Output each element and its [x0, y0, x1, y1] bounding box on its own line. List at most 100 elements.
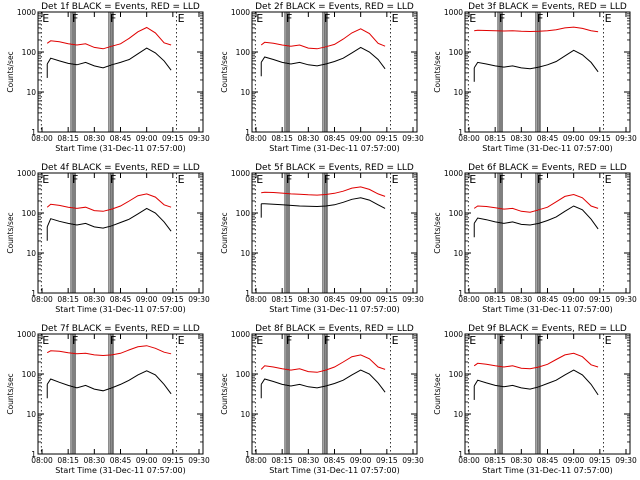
plot-frame [251, 333, 418, 455]
x-tick-label: 09:15 [376, 456, 398, 465]
y-tick-label: 10 [240, 88, 250, 97]
x-tick-label: 09:00 [563, 134, 585, 143]
y-tick-label: 1000 [231, 8, 250, 17]
y-tick-label: 10 [453, 249, 463, 258]
x-tick-label: 08:45 [110, 295, 132, 304]
x-tick-label: 09:00 [350, 295, 372, 304]
panel-title: Det 1f BLACK = Events, RED = LLD [41, 2, 200, 12]
y-tick-label: 1000 [17, 8, 36, 17]
x-tick-label: 08:00 [458, 456, 480, 465]
flag-label: E [178, 173, 185, 186]
x-tick-label: 08:30 [511, 456, 533, 465]
series-events-line [260, 369, 386, 393]
series-events-line [473, 369, 599, 396]
x-tick-label: 08:15 [271, 134, 293, 143]
series-lld-line [473, 352, 599, 370]
plot-frame [464, 11, 631, 133]
x-axis-label: Start Time (31-Dec-11 07:57:00) [55, 466, 186, 475]
x-tick-label: 08:15 [484, 295, 506, 304]
x-tick-label: 09:30 [402, 134, 424, 143]
flag-label: E [392, 334, 399, 347]
x-tick-label: 08:00 [458, 295, 480, 304]
x-tick-label: 09:30 [188, 134, 210, 143]
y-axis-label: Counts/sec [433, 51, 442, 92]
flag-label: E [256, 173, 263, 186]
x-tick-label: 08:45 [324, 295, 346, 304]
flag-label: E [178, 334, 185, 347]
x-tick-label: 09:00 [136, 456, 158, 465]
panel-det-9: Det 9f BLACK = Events, RED = LLD 1 10 100 10… [433, 324, 637, 475]
panel-title: Det 9f BLACK = Events, RED = LLD [468, 324, 627, 334]
x-tick-label: 08:15 [57, 456, 79, 465]
plot-frame [251, 11, 418, 133]
plot-frame [464, 333, 631, 455]
panel-det-2: Det 2f BLACK = Events, RED = LLD 1 10 100 10… [220, 2, 424, 153]
flag-label: E [469, 12, 476, 25]
x-tick-label: 08:00 [458, 134, 480, 143]
series-lld-line [474, 26, 599, 33]
x-tick-label: 08:15 [271, 295, 293, 304]
y-tick-label: 1000 [444, 330, 463, 339]
x-tick-label: 08:30 [298, 134, 320, 143]
panel-det-5: Det 5f BLACK = Events, RED = LLD 1 10 100 10… [220, 163, 424, 314]
flag-label: E [256, 12, 263, 25]
y-tick-label: 100 [22, 370, 37, 379]
panel-title: Det 6f BLACK = Events, RED = LLD [468, 163, 627, 173]
panel-det-1: Det 1f BLACK = Events, RED = LLD 1 10 100 10… [6, 2, 210, 153]
panel-title: Det 7f BLACK = Events, RED = LLD [41, 324, 200, 334]
panel-det-4: Det 4f BLACK = Events, RED = LLD 1 10 100 10… [6, 163, 210, 314]
y-tick-label: 10 [453, 88, 463, 97]
y-tick-label: 100 [236, 209, 251, 218]
x-tick-label: 09:15 [589, 456, 611, 465]
x-tick-label: 08:45 [110, 456, 132, 465]
y-tick-label: 1000 [444, 169, 463, 178]
x-tick-label: 09:15 [589, 134, 611, 143]
panel-title: Det 4f BLACK = Events, RED = LLD [41, 163, 200, 173]
flag-label: E [605, 334, 612, 347]
x-tick-label: 08:00 [31, 134, 53, 143]
y-axis-label: Counts/sec [6, 373, 15, 414]
series-lld-line [46, 26, 172, 50]
panel-title: Det 2f BLACK = Events, RED = LLD [255, 2, 414, 12]
panel-title: Det 3f BLACK = Events, RED = LLD [468, 2, 627, 12]
x-tick-label: 08:00 [31, 295, 53, 304]
series-events-line [46, 370, 172, 395]
x-tick-label: 08:15 [484, 456, 506, 465]
plot-frame [251, 172, 418, 294]
series-events-line [260, 46, 386, 70]
y-tick-label: 100 [236, 48, 251, 57]
x-tick-label: 09:15 [162, 295, 184, 304]
x-tick-label: 09:30 [188, 295, 210, 304]
x-tick-label: 09:30 [615, 295, 637, 304]
x-tick-label: 09:15 [589, 295, 611, 304]
y-tick-label: 1 [31, 289, 36, 298]
y-tick-label: 1000 [231, 330, 250, 339]
x-tick-label: 09:15 [376, 295, 398, 304]
y-axis-label: Counts/sec [433, 373, 442, 414]
y-tick-label: 1 [31, 450, 36, 459]
x-tick-label: 09:00 [136, 134, 158, 143]
panel-det-7: Det 7f BLACK = Events, RED = LLD 1 10 100 10… [6, 324, 210, 475]
y-tick-label: 10 [26, 88, 36, 97]
flag-label: E [392, 12, 399, 25]
flag-label: E [605, 12, 612, 25]
x-axis-label: Start Time (31-Dec-11 07:57:00) [55, 144, 186, 153]
y-tick-label: 100 [449, 370, 464, 379]
y-tick-label: 1 [458, 450, 463, 459]
y-tick-label: 1 [31, 128, 36, 137]
x-tick-label: 08:00 [31, 456, 53, 465]
x-tick-label: 08:30 [511, 295, 533, 304]
y-axis-label: Counts/sec [220, 212, 229, 253]
y-axis-label: Counts/sec [6, 212, 15, 253]
x-tick-label: 08:30 [298, 295, 320, 304]
x-axis-label: Start Time (31-Dec-11 07:57:00) [55, 305, 186, 314]
x-axis-label: Start Time (31-Dec-11 07:57:00) [269, 144, 400, 153]
y-tick-label: 100 [449, 48, 464, 57]
x-tick-label: 09:00 [136, 295, 158, 304]
flag-label: E [256, 334, 263, 347]
x-tick-label: 09:15 [162, 456, 184, 465]
series-lld-line [46, 345, 172, 357]
y-tick-label: 1 [245, 128, 250, 137]
y-tick-label: 100 [449, 209, 464, 218]
